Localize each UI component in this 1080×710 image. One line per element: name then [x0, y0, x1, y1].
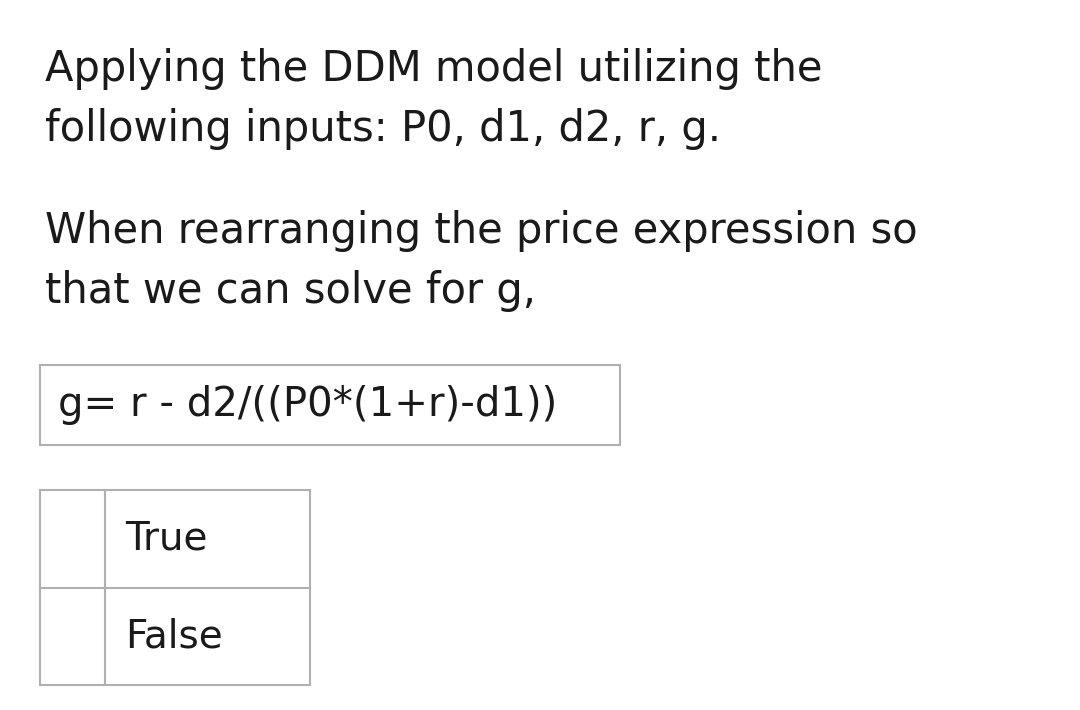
Text: True: True [125, 520, 207, 558]
Text: False: False [125, 617, 222, 655]
Text: When rearranging the price expression so: When rearranging the price expression so [45, 210, 918, 252]
Text: Applying the DDM model utilizing the: Applying the DDM model utilizing the [45, 48, 823, 90]
Text: following inputs: P0, d1, d2, r, g.: following inputs: P0, d1, d2, r, g. [45, 108, 721, 150]
Text: g= r - d2/((P0*(1+r)-d1)): g= r - d2/((P0*(1+r)-d1)) [58, 385, 557, 425]
Text: that we can solve for g,: that we can solve for g, [45, 270, 536, 312]
